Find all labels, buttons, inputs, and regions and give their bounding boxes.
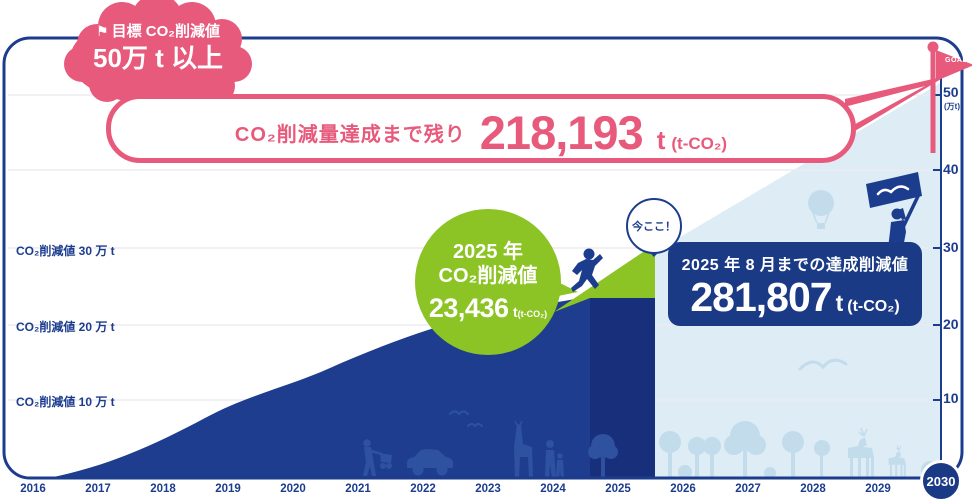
right-tick-30: 30 xyxy=(943,239,959,255)
remaining-banner: CO₂削減量達成まで残り 218,193 t (t-CO₂) xyxy=(106,94,856,163)
runner-icon xyxy=(571,248,603,292)
year-2026: 2026 xyxy=(670,483,696,495)
birds-icon xyxy=(467,423,483,428)
tree-icon xyxy=(688,437,706,478)
year-2019: 2019 xyxy=(215,483,241,495)
tree-icon xyxy=(659,431,681,478)
right-axis xyxy=(933,76,942,477)
y-label-30: CO₂削減値 30 万 t xyxy=(16,244,115,258)
adult-and-child-icon xyxy=(545,440,564,478)
goal-flag-label: GOAL xyxy=(945,57,968,64)
giraffe-icon xyxy=(514,420,533,478)
right-tick-40: 40 xyxy=(943,161,959,177)
chart-frame xyxy=(2,36,964,480)
tree-icon xyxy=(724,421,766,478)
remaining-unit: t xyxy=(656,125,666,155)
year-2024: 2024 xyxy=(540,483,566,495)
banner-tail xyxy=(845,76,946,137)
tree-icon xyxy=(703,437,721,478)
remaining-value: 218,193 xyxy=(479,106,644,159)
remaining-label: CO₂削減量達成まで残り xyxy=(234,124,466,146)
tree-icon xyxy=(588,434,618,478)
achieved-unit-note: (t-CO₂) xyxy=(847,297,900,315)
year-2017: 2017 xyxy=(85,483,111,495)
deer-icon xyxy=(848,427,874,478)
banner-tail-inner xyxy=(848,86,925,128)
right-tick-10: 10 xyxy=(943,390,959,406)
car-icon xyxy=(407,449,453,476)
now-marker: 今ここ！ xyxy=(626,198,682,254)
year-2022: 2022 xyxy=(410,483,436,495)
year-2029: 2029 xyxy=(865,483,891,495)
remaining-unit-note: (t-CO₂) xyxy=(671,134,728,153)
y-label-20: CO₂削減値 20 万 t xyxy=(16,320,115,334)
tree-icon xyxy=(782,431,804,478)
right-axis-unit: (万t) xyxy=(944,102,960,111)
flag-logo xyxy=(876,185,910,196)
year-2021: 2021 xyxy=(345,483,371,495)
year-2018: 2018 xyxy=(150,483,176,495)
year-2025: 2025 xyxy=(605,483,631,495)
reduction-2025-unit-note: (t-CO₂) xyxy=(517,308,548,319)
year-2027: 2027 xyxy=(735,483,761,495)
reduction-2025-unit: t xyxy=(512,303,518,320)
year-2020: 2020 xyxy=(280,483,306,495)
target-bubble-title: ⚑ 目標 CO₂削減値 xyxy=(96,23,220,40)
year-2023: 2023 xyxy=(475,483,501,495)
reduction-2025-value: 23,436 xyxy=(428,292,509,323)
tree-icon xyxy=(814,440,830,478)
year-2016: 2016 xyxy=(20,483,46,495)
year-2030-badge: 2030 xyxy=(920,460,962,502)
reduction-2025-bubble: 2025 年 CO₂削減値 23,436 t(t-CO₂) xyxy=(415,209,561,355)
achieved-box: 2025 年 8 月までの達成削減値 281,807 t (t-CO₂) xyxy=(668,242,922,326)
achieved-value: 281,807 xyxy=(690,273,832,320)
target-bubble: ⚑ 目標 CO₂削減値 50万 t 以上 xyxy=(78,23,238,73)
flag-icon: ⚑ xyxy=(96,23,109,39)
bush-icon xyxy=(764,467,776,478)
person-with-stroller-icon xyxy=(363,439,392,476)
right-tick-20: 20 xyxy=(943,316,959,332)
hot-air-balloon-icon xyxy=(808,190,834,229)
y-label-10: CO₂削減値 10 万 t xyxy=(16,395,115,409)
reduction-2025-wedge xyxy=(554,244,655,312)
deer-icon xyxy=(888,444,906,478)
achieved-title: 2025 年 8 月までの達成削減値 xyxy=(681,256,909,274)
birds-icon xyxy=(449,410,469,416)
year-2028: 2028 xyxy=(800,483,826,495)
goal-flag-icon xyxy=(927,41,972,153)
flag-bearer-icon xyxy=(866,172,922,248)
seagull-icon xyxy=(798,358,848,371)
future-scenery-silhouettes xyxy=(659,190,939,478)
target-bubble-value: 50万 t 以上 xyxy=(92,42,224,73)
reduction-2025-year: 2025 年 xyxy=(452,240,524,263)
bush-icon xyxy=(678,465,692,478)
reduction-2025-label: CO₂削減値 xyxy=(438,264,538,287)
achieved-unit: t xyxy=(835,289,844,316)
right-tick-50: 50 xyxy=(943,84,959,100)
mountain-scenery-silhouettes xyxy=(363,410,618,478)
